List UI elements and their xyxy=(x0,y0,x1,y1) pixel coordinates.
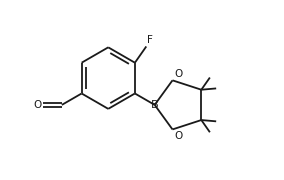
Text: F: F xyxy=(147,35,153,46)
Text: O: O xyxy=(174,131,182,141)
Text: O: O xyxy=(33,100,41,110)
Text: O: O xyxy=(174,69,182,79)
Text: B: B xyxy=(151,100,158,110)
